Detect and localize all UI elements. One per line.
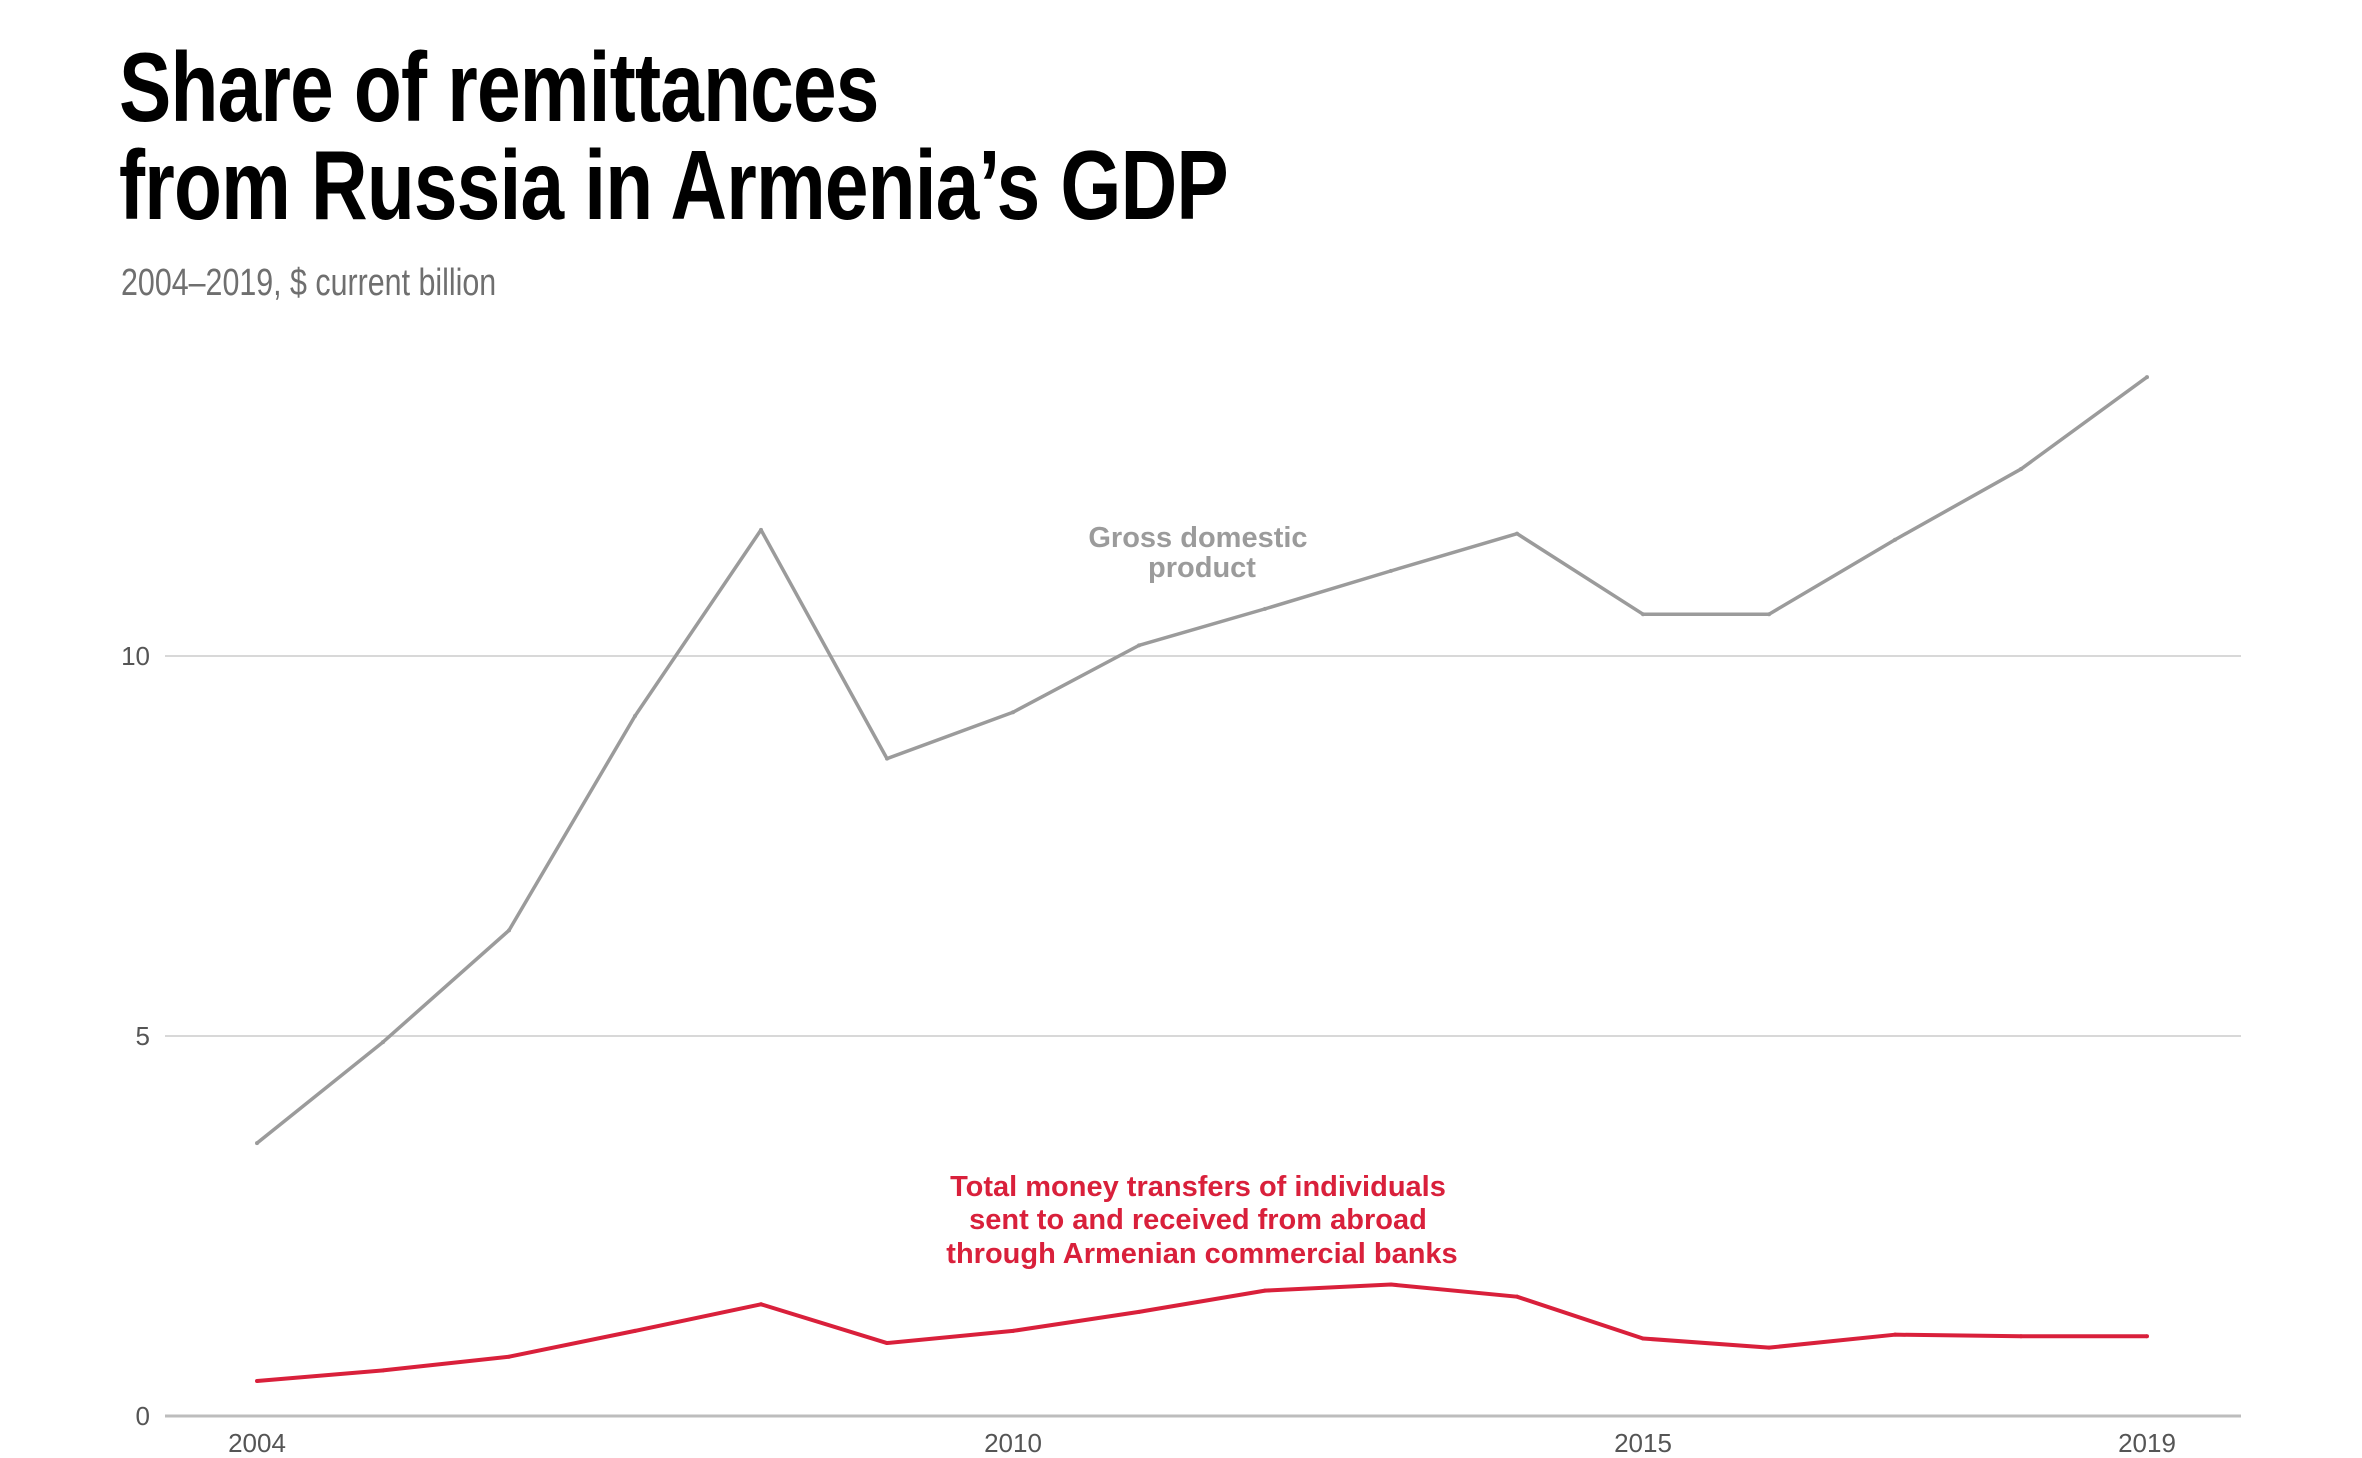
remittances-point	[1137, 1309, 1141, 1314]
remittances-point	[1389, 1282, 1393, 1287]
chart-subtitle: 2004–2019, $ current billion	[121, 262, 497, 304]
remittances-point	[2145, 1334, 2149, 1339]
gdp-point	[381, 1040, 385, 1045]
gdp-label-line: Gross domestic	[1088, 522, 1307, 554]
remittances-point	[885, 1341, 889, 1346]
gdp-point	[2019, 467, 2023, 472]
gdp-point	[1893, 537, 1897, 542]
remittances-point	[633, 1328, 637, 1333]
remittances-point	[1641, 1336, 1645, 1341]
gdp-line	[255, 375, 2149, 1145]
x-tick-label: 2015	[1614, 1428, 1672, 1458]
remittances-point	[759, 1302, 763, 1307]
title-line-1: Share of remittances	[119, 32, 879, 142]
gdp-point	[1515, 531, 1519, 536]
remittances-point	[381, 1368, 385, 1373]
gdp-point	[507, 928, 511, 933]
title-line-2: from Russia in Armenia’s GDP	[119, 130, 1229, 240]
gdp-series-label: Gross domestic product	[1088, 522, 1315, 584]
gdp-point	[255, 1141, 259, 1146]
gdp-point	[885, 756, 889, 761]
y-tick-label: 10	[121, 641, 150, 671]
y-tick-label: 0	[136, 1401, 150, 1431]
remittances-label-line: sent to and received from abroad	[969, 1204, 1427, 1236]
gdp-point	[1767, 612, 1771, 617]
remittances-point	[1515, 1294, 1519, 1299]
remittances-point	[507, 1354, 511, 1359]
remittances-line	[256, 1282, 2147, 1384]
remittances-point	[1893, 1332, 1897, 1337]
gdp-point	[633, 714, 637, 719]
x-tick-label: 2019	[2118, 1428, 2176, 1458]
remittances-point	[255, 1379, 259, 1384]
remittances-label-line: Total money transfers of individuals	[950, 1171, 1446, 1203]
gdp-point	[1011, 710, 1015, 715]
remittances-label-line: through Armenian commercial banks	[946, 1238, 1457, 1270]
x-tick-label: 2010	[984, 1428, 1042, 1458]
gdp-point	[1389, 568, 1393, 573]
remittances-point	[2019, 1334, 2023, 1339]
remittances-point	[1263, 1288, 1267, 1293]
chart-title: Share of remittances from Russia in Arme…	[119, 32, 1229, 240]
gdp-point	[1137, 643, 1141, 648]
gdp-point	[759, 527, 763, 532]
x-tick-label: 2004	[228, 1428, 286, 1458]
y-tick-label: 5	[136, 1021, 150, 1051]
remittances-point	[1011, 1328, 1015, 1333]
remittances-point	[1767, 1345, 1771, 1350]
remittances-series-label: Total money transfers of individuals sen…	[946, 1171, 1457, 1270]
gdp-point	[1641, 612, 1645, 617]
gdp-label-line: product	[1148, 552, 1256, 584]
gdp-point	[1263, 606, 1267, 611]
gdp-point	[2145, 375, 2149, 380]
